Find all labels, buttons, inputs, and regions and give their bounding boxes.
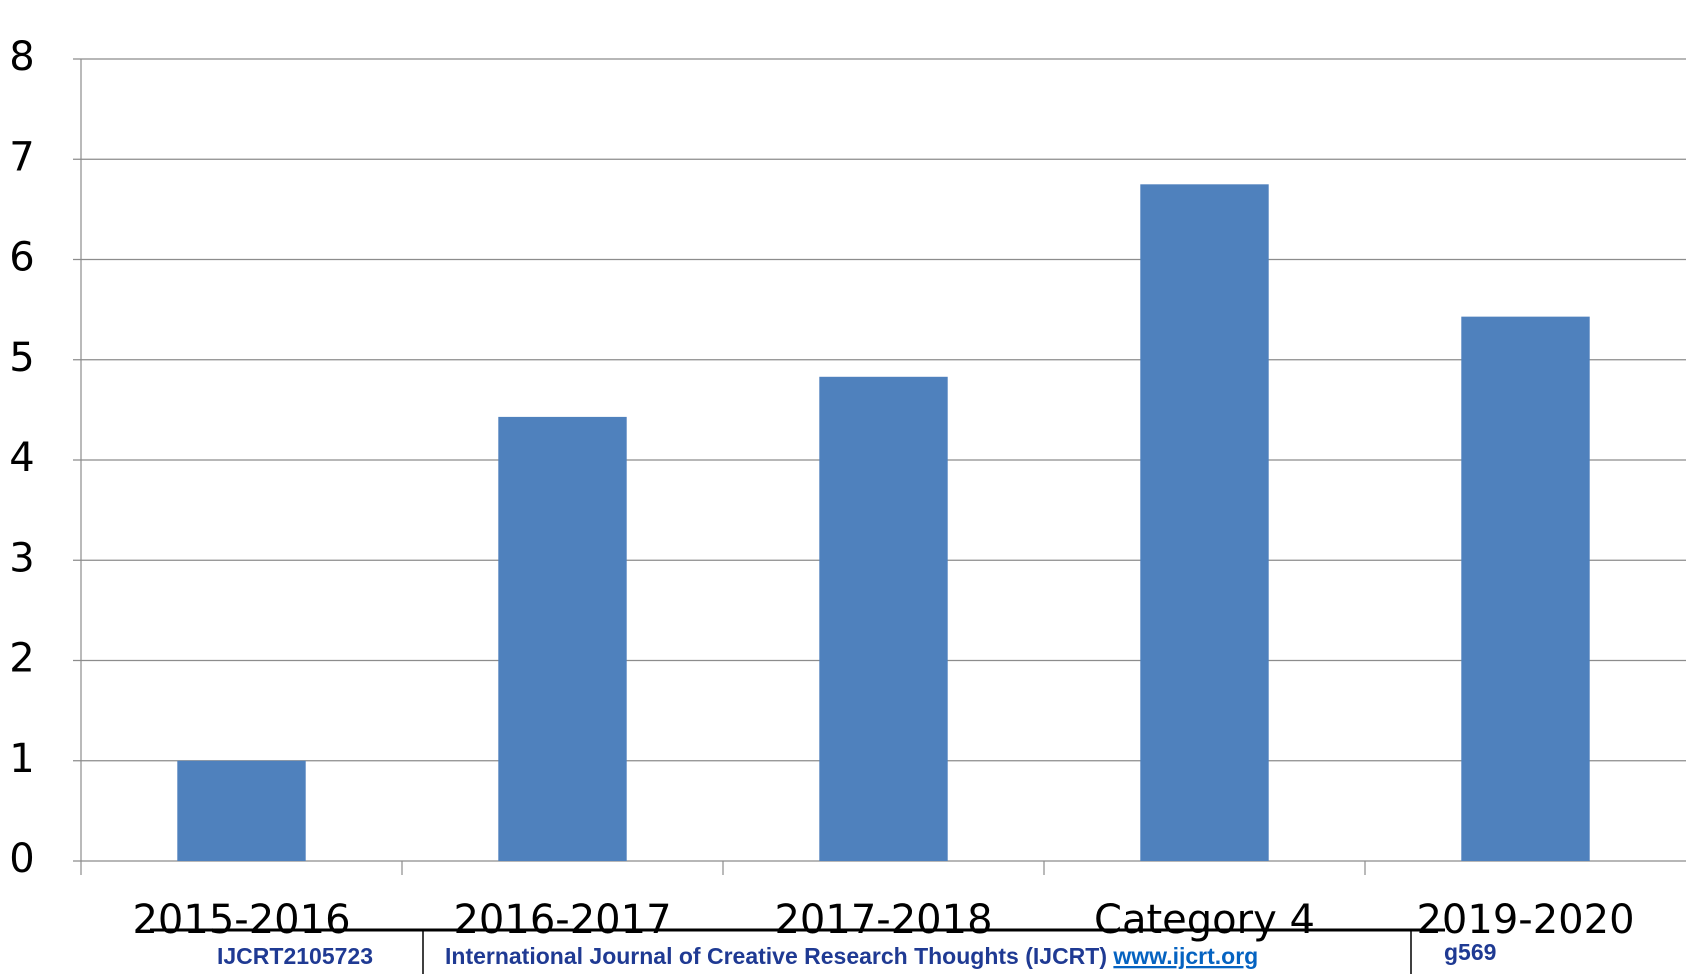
bar xyxy=(819,377,947,861)
y-tick-label: 0 xyxy=(9,836,34,882)
y-tick-label: 1 xyxy=(9,736,34,782)
footer-page: g569 xyxy=(1444,939,1496,965)
x-tick-label: 2015-2016 xyxy=(132,897,350,943)
y-tick-label: 6 xyxy=(9,235,34,281)
journal-name: International Journal of Creative Resear… xyxy=(445,943,1107,969)
bar xyxy=(1461,317,1589,861)
footer-id: IJCRT2105723 xyxy=(217,943,373,969)
x-tick-label: 2017-2018 xyxy=(774,897,992,943)
y-tick-label: 5 xyxy=(9,335,34,381)
x-tick-label: Category 4 xyxy=(1094,897,1315,943)
y-tick-label: 4 xyxy=(9,435,34,481)
page: 0 1 2 3 4 5 6 7 8 2015-2016 2016-2017 2017-2018 Cate… xyxy=(0,0,1686,974)
x-tick-label: 2019-2020 xyxy=(1416,897,1634,943)
bar xyxy=(498,417,626,861)
bar xyxy=(1140,184,1268,861)
footer-link[interactable]: www.ijcrt.org xyxy=(1112,943,1258,969)
bar xyxy=(177,761,305,861)
y-tick-label: 3 xyxy=(9,535,34,581)
footer-journal: International Journal of Creative Resear… xyxy=(445,943,1258,969)
y-tick-label: 2 xyxy=(9,636,34,682)
y-tick-label: 8 xyxy=(9,34,34,80)
x-tick-label: 2016-2017 xyxy=(453,897,671,943)
y-tick-label: 7 xyxy=(9,134,34,180)
